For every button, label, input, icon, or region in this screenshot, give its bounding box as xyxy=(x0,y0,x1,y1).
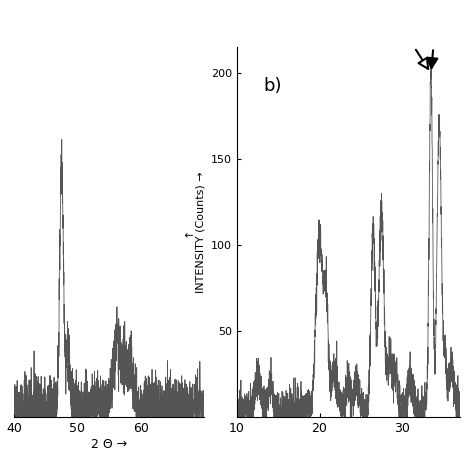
X-axis label: 2 Θ →: 2 Θ → xyxy=(91,438,127,451)
Y-axis label: ↑
INTENSITY (Counts) →: ↑ INTENSITY (Counts) → xyxy=(184,172,205,293)
Text: b): b) xyxy=(264,77,282,95)
